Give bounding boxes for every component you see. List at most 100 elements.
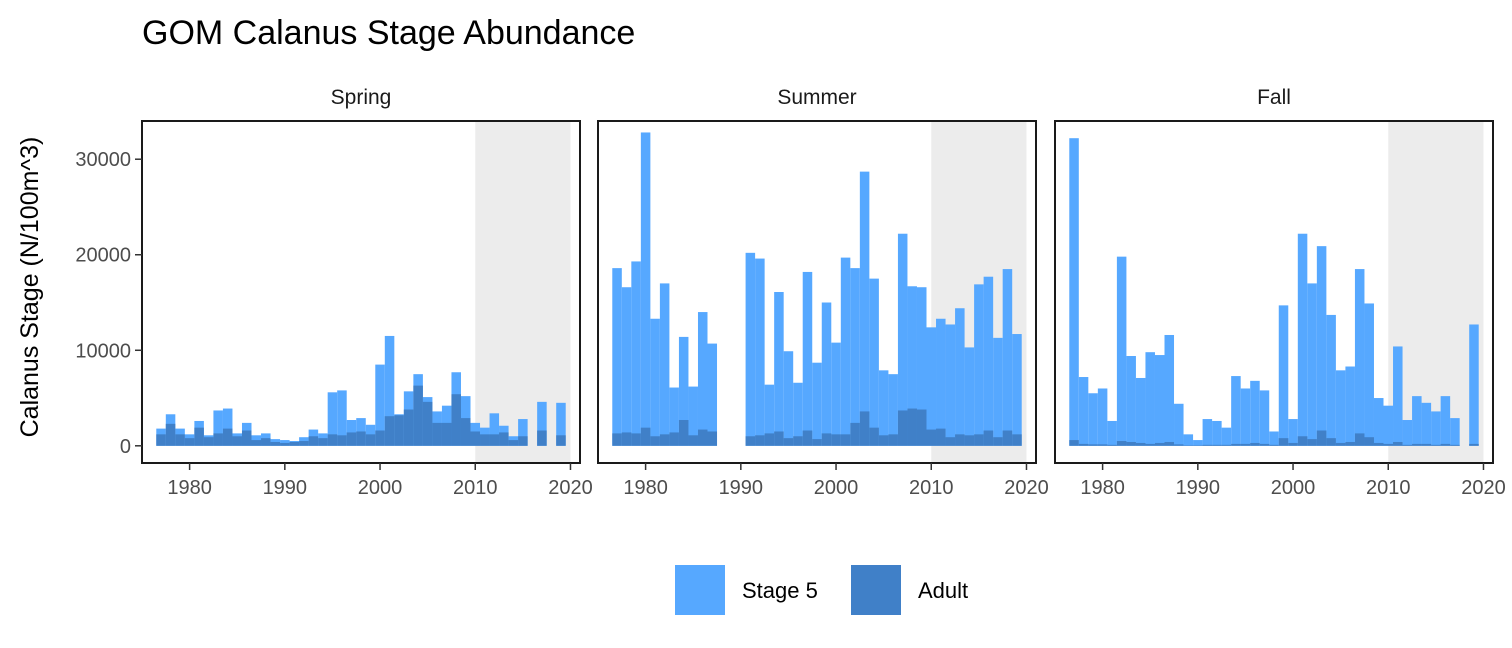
bar-adult: [964, 435, 975, 446]
bar-adult: [650, 436, 660, 446]
bar-stage5: [936, 318, 946, 446]
bar-stage5: [697, 312, 708, 446]
bar-adult: [346, 432, 357, 446]
facet-panels: Spring 1980 1990 2000 2010 2020 0 10000 20000 300…: [75, 86, 1505, 499]
bar-stage5: [1259, 390, 1270, 446]
legend-label-stage5: Stage 5: [742, 578, 818, 603]
bar-stage5: [489, 413, 500, 446]
bar-adult: [993, 437, 1003, 446]
x-tick-label: 1990: [1176, 477, 1221, 499]
bar-adult: [907, 408, 917, 446]
bar-adult: [640, 427, 651, 446]
bar-stage5: [1288, 419, 1298, 446]
bar-adult: [375, 430, 385, 446]
bar-stage5: [1002, 269, 1013, 446]
bar-adult: [213, 433, 223, 446]
bar-stage5: [1240, 388, 1251, 446]
bar-adult: [983, 430, 994, 446]
x-tick-label: 2010: [453, 477, 498, 499]
bar-adult: [175, 434, 185, 446]
bar-adult: [203, 437, 214, 446]
bar-adult: [441, 422, 452, 446]
bar-adult: [755, 435, 765, 446]
shaded-period: [475, 121, 571, 463]
bar-adult: [764, 433, 775, 446]
bar-stage5: [755, 258, 765, 446]
bar-stage5: [1145, 352, 1155, 446]
bar-adult: [422, 401, 433, 446]
x-tick-label: 1980: [167, 477, 212, 499]
bar-stage5: [783, 351, 794, 446]
bar-stage5: [745, 252, 756, 446]
bar-adult: [194, 427, 204, 446]
bar-stage5: [1450, 418, 1460, 446]
bar-stage5: [1335, 370, 1346, 446]
bar-adult: [489, 434, 500, 446]
bar-adult: [1088, 444, 1098, 446]
bar-adult: [1116, 441, 1127, 446]
bar-adult: [831, 434, 841, 446]
bar-stage5: [793, 382, 803, 446]
bar-adult: [222, 428, 233, 446]
bar-adult: [165, 423, 176, 446]
bar-adult: [1002, 430, 1013, 446]
bar-adult: [1078, 443, 1089, 446]
bar-stage5: [213, 410, 223, 446]
bar-stage5: [1383, 405, 1394, 446]
bar-stage5: [1212, 420, 1222, 446]
legend: Stage 5 Adult: [675, 565, 968, 615]
panel-fall: Fall 1980 1990 2000 2010 2020: [1054, 86, 1506, 499]
bar-stage5: [888, 374, 898, 446]
bar-stage5: [222, 408, 233, 446]
bar-adult: [280, 442, 290, 446]
bar-stage5: [764, 384, 775, 446]
bar-stage5: [1126, 356, 1136, 446]
bar-stage5: [907, 286, 917, 446]
bar-adult: [451, 394, 461, 446]
bar-adult: [1402, 444, 1413, 446]
bar-adult: [612, 433, 622, 446]
bar-adult: [1373, 442, 1384, 446]
bar-adult: [403, 409, 414, 446]
bar-adult: [1316, 430, 1327, 446]
bar-adult: [821, 433, 832, 446]
bar-stage5: [1012, 334, 1022, 446]
bar-adult: [394, 415, 404, 446]
bar-adult: [480, 434, 490, 446]
bar-stage5: [964, 347, 975, 446]
bar-stage5: [1431, 411, 1441, 446]
bar-adult: [974, 434, 984, 446]
bar-stage5: [1107, 420, 1117, 446]
bar-stage5: [831, 342, 841, 446]
chart-title: GOM Calanus Stage Abundance: [142, 14, 635, 52]
bar-adult: [432, 422, 442, 446]
bar-stage5: [1373, 398, 1384, 446]
bar-adult: [1126, 441, 1136, 446]
y-tick-label: 30000: [75, 149, 131, 171]
bar-adult: [1212, 444, 1222, 446]
bar-stage5: [1421, 402, 1432, 446]
bar-adult: [337, 435, 347, 446]
bar-stage5: [640, 132, 651, 446]
bar-adult: [1278, 438, 1289, 446]
bar-stage5: [1231, 376, 1241, 446]
bar-adult: [537, 430, 547, 446]
x-tick-label: 1980: [1080, 477, 1125, 499]
bar-stage5: [840, 257, 851, 446]
bar-stage5: [1183, 434, 1194, 446]
bar-adult: [261, 438, 271, 446]
panel-border: [597, 120, 1037, 464]
bar-stage5: [1078, 377, 1089, 446]
bar-stage5: [993, 337, 1003, 446]
x-tick-label: 2020: [548, 477, 593, 499]
x-tick-label: 2020: [1461, 477, 1506, 499]
bar-adult: [878, 435, 889, 446]
bar-adult: [659, 434, 670, 446]
bar-adult: [621, 432, 632, 446]
bar-adult: [413, 385, 423, 446]
bar-adult: [840, 434, 851, 446]
bar-stage5: [1364, 303, 1374, 446]
bar-adult: [707, 431, 718, 446]
bar-adult: [745, 436, 756, 446]
bar-adult: [1450, 444, 1460, 446]
